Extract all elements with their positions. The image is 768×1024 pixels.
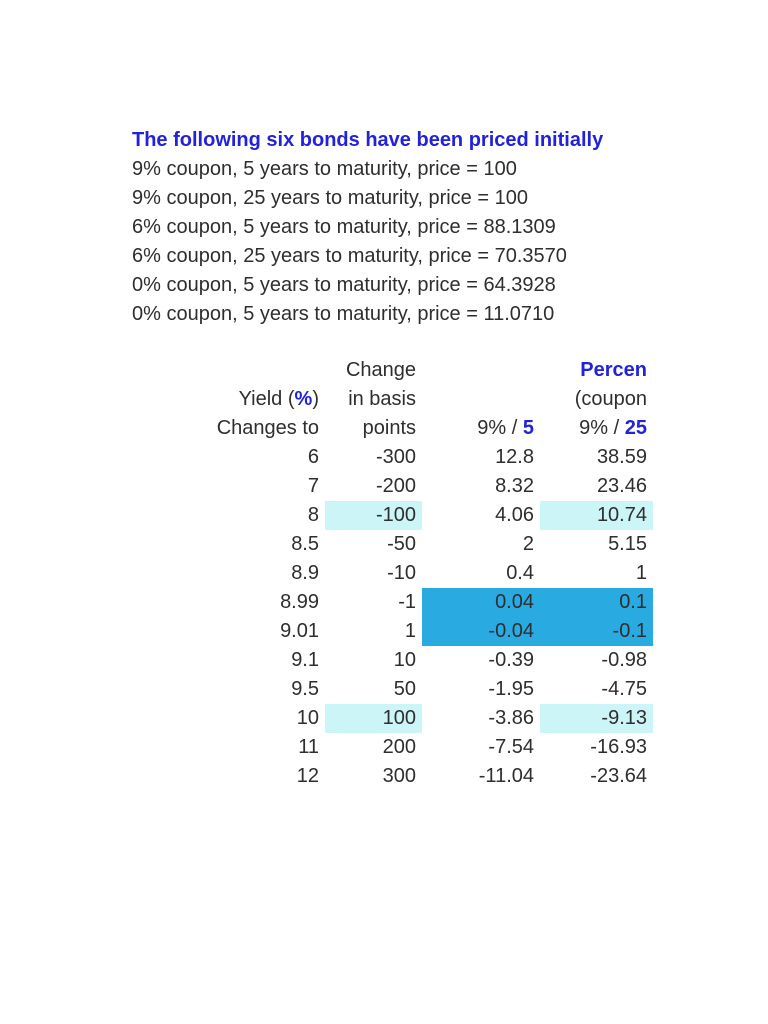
col-9-25-cell: 5.15 — [608, 533, 647, 555]
table-row: 7 -200 8.32 23.46 — [133, 472, 653, 501]
basis-points-cell: -50 — [387, 533, 416, 555]
col-9-25-cell: -0.1 — [540, 617, 653, 646]
intro-paragraph: The following six bonds have been priced… — [132, 126, 603, 329]
col-9-5-header: 9% / 5 — [477, 417, 534, 439]
change-header: Change — [345, 359, 416, 381]
changes-to-header: Changes to — [216, 417, 319, 439]
col-9-5-cell: -1.95 — [488, 678, 534, 700]
yield-cell: 7 — [307, 475, 319, 497]
col-9-25-cell: 1 — [635, 562, 647, 584]
yield-cell: 9.1 — [291, 649, 319, 671]
col-9-25-cell: 23.46 — [596, 475, 647, 497]
in-basis-header: in basis — [348, 388, 416, 410]
col-9-5-cell: 8.32 — [495, 475, 534, 497]
yield-cell: 8 — [307, 504, 319, 526]
col-9-5-cell: -3.86 — [488, 707, 534, 729]
bond-line-1: 9% coupon, 5 years to maturity, price = … — [132, 158, 517, 180]
basis-points-cell: -300 — [375, 446, 416, 468]
table-row: 8.5 -50 2 5.15 — [133, 530, 653, 559]
empty-cell — [422, 385, 540, 414]
col-9-25-header: 9% / 25 — [579, 417, 647, 439]
document-page: The following six bonds have been priced… — [132, 126, 653, 791]
table-row: 8 -100 4.06 10.74 — [133, 501, 653, 530]
col-9-25-cell: 0.1 — [540, 588, 653, 617]
header-row-2: Yield (%) in basis (coupon — [133, 385, 653, 414]
bond-line-2: 9% coupon, 25 years to maturity, price =… — [132, 187, 528, 209]
table-row: 10 100 -3.86 -9.13 — [133, 704, 653, 733]
basis-points-cell: -10 — [387, 562, 416, 584]
basis-points-cell: 300 — [382, 765, 416, 787]
intro-title: The following six bonds have been priced… — [132, 129, 604, 151]
header-row-3: Changes to points 9% / 5 9% / 25 — [133, 414, 653, 443]
empty-cell — [422, 356, 540, 385]
basis-points-cell: 1 — [404, 620, 416, 642]
points-header: points — [362, 417, 416, 439]
col-9-5-cell: 0.04 — [422, 588, 540, 617]
col-9-25-cell: -4.75 — [601, 678, 647, 700]
table-row: 8.99 -1 0.04 0.1 — [133, 588, 653, 617]
col-9-25-cell: 38.59 — [596, 446, 647, 468]
table-row: 12 300 -11.04 -23.64 — [133, 762, 653, 791]
col-9-5-cell: -7.54 — [488, 736, 534, 758]
basis-points-cell: 50 — [393, 678, 416, 700]
table-row: 8.9 -10 0.4 1 — [133, 559, 653, 588]
basis-points-cell: -100 — [325, 501, 422, 530]
col-9-25-cell: -16.93 — [590, 736, 647, 758]
col-9-25-cell: -23.64 — [590, 765, 647, 787]
empty-cell — [133, 356, 325, 385]
col-9-25-cell: 10.74 — [540, 501, 653, 530]
percent-accent: % — [294, 388, 313, 410]
col-9-5-cell: -11.04 — [478, 765, 534, 787]
bond-line-6: 0% coupon, 5 years to maturity, price = … — [132, 303, 555, 325]
table-row: 6 -300 12.8 38.59 — [133, 443, 653, 472]
percentage-header: Percen — [580, 359, 647, 381]
col-9-5-cell: -0.39 — [488, 649, 534, 671]
maturity-5-accent: 5 — [522, 417, 534, 439]
bond-line-5: 0% coupon, 5 years to maturity, price = … — [132, 274, 556, 296]
maturity-25-accent: 25 — [624, 417, 647, 439]
table-row: 9.5 50 -1.95 -4.75 — [133, 675, 653, 704]
yield-cell: 11 — [298, 736, 319, 758]
col-9-5-cell: -0.04 — [422, 617, 540, 646]
yield-cell: 10 — [296, 707, 319, 729]
bond-line-4: 6% coupon, 25 years to maturity, price =… — [132, 245, 567, 267]
table-row: 9.1 10 -0.39 -0.98 — [133, 646, 653, 675]
table-row: 9.01 1 -0.04 -0.1 — [133, 617, 653, 646]
yield-cell: 8.99 — [280, 591, 319, 613]
yield-cell: 8.5 — [291, 533, 319, 555]
col-9-5-cell: 12.8 — [495, 446, 534, 468]
col-9-25-cell: -0.98 — [601, 649, 647, 671]
yield-header: Yield (%) — [238, 388, 319, 410]
bond-line-3: 6% coupon, 5 years to maturity, price = … — [132, 216, 556, 238]
basis-points-cell: -1 — [398, 591, 416, 613]
yield-cell: 12 — [296, 765, 319, 787]
col-9-5-cell: 0.4 — [506, 562, 534, 584]
basis-points-cell: -200 — [375, 475, 416, 497]
basis-points-cell: 100 — [325, 704, 422, 733]
col-9-5-cell: 2 — [522, 533, 534, 555]
header-row-1: Change Percen — [133, 356, 653, 385]
table-row: 11 200 -7.54 -16.93 — [133, 733, 653, 762]
basis-points-cell: 200 — [382, 736, 416, 758]
yield-cell: 9.01 — [280, 620, 319, 642]
basis-points-cell: 10 — [393, 649, 416, 671]
col-9-25-cell: -9.13 — [540, 704, 653, 733]
coupon-header: (coupon — [574, 388, 647, 410]
yield-cell: 9.5 — [291, 678, 319, 700]
yield-cell: 6 — [307, 446, 319, 468]
col-9-5-cell: 4.06 — [495, 504, 534, 526]
price-change-table: Change Percen Yield (%) in basis (coupon… — [133, 356, 653, 791]
yield-cell: 8.9 — [291, 562, 319, 584]
